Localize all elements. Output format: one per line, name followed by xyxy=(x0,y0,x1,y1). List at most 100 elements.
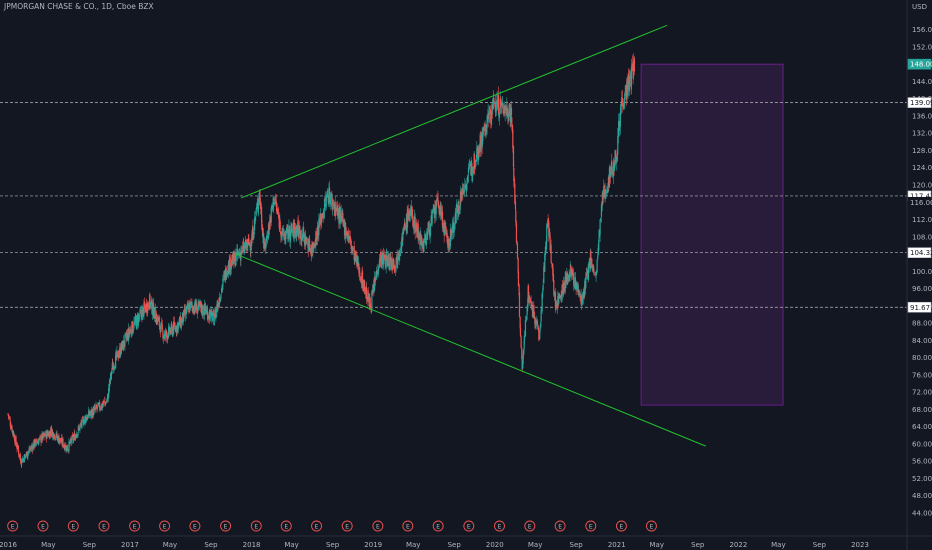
candle-body xyxy=(259,189,261,202)
candle-body xyxy=(517,271,520,287)
candle-body xyxy=(192,305,194,311)
candle-body xyxy=(257,207,259,212)
candle-body xyxy=(561,284,564,288)
candle-body xyxy=(414,216,416,233)
price-tick-label: 76.00 xyxy=(912,371,932,379)
candle-body xyxy=(201,305,204,315)
candle-body xyxy=(102,403,104,405)
candle-body xyxy=(178,319,180,322)
candle-body xyxy=(563,286,566,291)
candle-body xyxy=(196,303,198,314)
candle-body xyxy=(81,417,83,419)
candle-body xyxy=(53,438,55,439)
candle-body xyxy=(241,246,244,248)
candle-body xyxy=(254,216,257,221)
candle-body xyxy=(246,245,248,249)
candle-body xyxy=(232,253,234,262)
candle-body xyxy=(162,330,164,339)
candle-body xyxy=(549,235,551,251)
candle-body xyxy=(77,426,79,432)
candle-body xyxy=(616,157,618,163)
candle-body xyxy=(620,104,622,113)
candle-body xyxy=(108,388,110,399)
candle-body xyxy=(95,407,97,410)
candle-body xyxy=(518,293,521,317)
candle-body xyxy=(516,244,519,259)
candle-body xyxy=(200,303,203,312)
candle-body xyxy=(212,310,214,313)
candle-body xyxy=(194,300,197,308)
price-tick-label: 120.00 xyxy=(912,182,932,190)
candle-body xyxy=(280,231,282,237)
candle-body xyxy=(168,327,170,338)
candle-body xyxy=(464,184,466,190)
candle-body xyxy=(159,326,161,327)
price-tick-label: 48.00 xyxy=(912,492,932,500)
candle-body xyxy=(323,210,325,219)
candle-body xyxy=(559,295,562,298)
trendline xyxy=(235,253,706,447)
earnings-marker xyxy=(67,520,79,532)
candle-body xyxy=(395,258,397,267)
candle-body xyxy=(74,432,76,441)
candle-body xyxy=(261,227,264,237)
candle-body xyxy=(38,440,40,445)
candle-body xyxy=(617,136,619,155)
earnings-marker xyxy=(524,520,536,532)
candle-body xyxy=(514,201,517,210)
candle-body xyxy=(329,202,331,204)
candle-body xyxy=(64,444,66,450)
candle-body xyxy=(129,331,131,336)
candle-body xyxy=(530,304,533,309)
candle-body xyxy=(234,252,236,267)
candle-body xyxy=(495,110,497,112)
candle-body xyxy=(553,280,555,295)
candle-body xyxy=(318,218,320,236)
candle-body xyxy=(182,312,184,320)
candle-body xyxy=(595,271,597,277)
candle-body xyxy=(74,435,76,441)
candle-body xyxy=(89,414,91,416)
candle-body xyxy=(469,164,471,166)
candle-body xyxy=(166,334,168,340)
candle-body xyxy=(218,302,220,308)
earnings-marker-label: E xyxy=(193,524,197,531)
candle-body xyxy=(422,242,424,248)
candle-body xyxy=(522,355,524,364)
candle-body xyxy=(11,429,13,433)
candle-body xyxy=(534,316,536,325)
candle-body xyxy=(248,237,250,245)
candle-body xyxy=(594,273,596,275)
candle-body xyxy=(415,223,418,231)
candle-body xyxy=(397,256,399,260)
candle-body xyxy=(349,237,352,243)
candle-body xyxy=(347,236,350,240)
candle-body xyxy=(372,289,374,293)
candle-body xyxy=(315,231,317,246)
candle-body xyxy=(551,262,553,264)
candle-body xyxy=(544,246,547,256)
candle-body xyxy=(243,246,245,252)
candle-body xyxy=(513,178,516,182)
candle-body xyxy=(499,97,502,105)
candle-body xyxy=(383,256,385,265)
candle-body xyxy=(252,237,255,239)
earnings-marker xyxy=(98,520,110,532)
candle-body xyxy=(79,425,81,431)
candle-body xyxy=(465,184,468,192)
candle-body xyxy=(173,322,175,334)
candle-body xyxy=(548,232,550,237)
earnings-marker xyxy=(7,520,19,532)
candle-body xyxy=(61,437,63,445)
candle-body xyxy=(417,223,419,239)
level-price-tag-box xyxy=(907,97,932,108)
candle-body xyxy=(186,304,188,306)
candle-body xyxy=(326,195,328,196)
candle-body xyxy=(366,300,368,301)
candle-body xyxy=(357,266,359,267)
candle-body xyxy=(361,272,363,285)
candle-body xyxy=(143,303,145,316)
candle-body xyxy=(17,444,19,449)
candle-body xyxy=(499,98,501,114)
